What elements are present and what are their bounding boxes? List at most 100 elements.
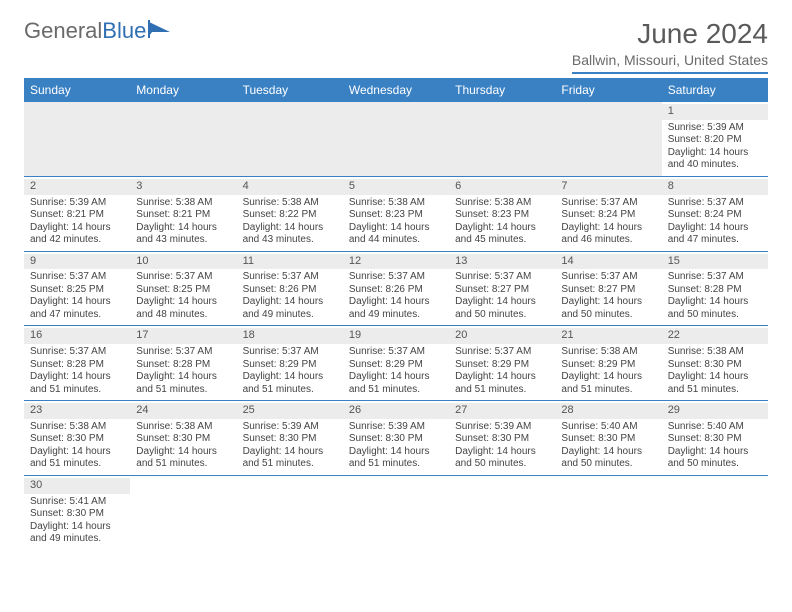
location-subtitle: Ballwin, Missouri, United States [572, 52, 768, 74]
calendar-day-cell: 5Sunrise: 5:38 AMSunset: 8:23 PMDaylight… [343, 176, 449, 251]
day-number: 4 [237, 179, 343, 195]
sunrise-text: Sunrise: 5:38 AM [668, 346, 762, 359]
day-number: 8 [662, 179, 768, 195]
daylight-text: and 51 minutes. [349, 384, 443, 397]
day-number: 23 [24, 403, 130, 419]
day-of-week-header: Sunday [24, 78, 130, 102]
sunset-text: Sunset: 8:28 PM [136, 359, 230, 372]
sunset-text: Sunset: 8:23 PM [455, 209, 549, 222]
calendar-day-cell: 12Sunrise: 5:37 AMSunset: 8:26 PMDayligh… [343, 251, 449, 326]
calendar-empty-cell [24, 102, 130, 176]
daylight-text: and 50 minutes. [561, 458, 655, 471]
sunrise-text: Sunrise: 5:37 AM [136, 271, 230, 284]
day-number: 27 [449, 403, 555, 419]
sunrise-text: Sunrise: 5:41 AM [30, 496, 124, 509]
daylight-text: Daylight: 14 hours [668, 147, 762, 160]
daylight-text: and 40 minutes. [668, 159, 762, 172]
calendar-day-cell: 20Sunrise: 5:37 AMSunset: 8:29 PMDayligh… [449, 326, 555, 401]
daylight-text: and 50 minutes. [455, 458, 549, 471]
daylight-text: Daylight: 14 hours [243, 296, 337, 309]
calendar-empty-cell [237, 102, 343, 176]
day-of-week-header: Wednesday [343, 78, 449, 102]
calendar-day-cell: 29Sunrise: 5:40 AMSunset: 8:30 PMDayligh… [662, 401, 768, 476]
daylight-text: Daylight: 14 hours [349, 296, 443, 309]
sunset-text: Sunset: 8:29 PM [455, 359, 549, 372]
day-number: 6 [449, 179, 555, 195]
day-of-week-header: Monday [130, 78, 236, 102]
sunset-text: Sunset: 8:30 PM [30, 433, 124, 446]
calendar-day-cell: 9Sunrise: 5:37 AMSunset: 8:25 PMDaylight… [24, 251, 130, 326]
daylight-text: and 50 minutes. [561, 309, 655, 322]
sunrise-text: Sunrise: 5:39 AM [243, 421, 337, 434]
title-block: June 2024 Ballwin, Missouri, United Stat… [572, 18, 768, 74]
sunset-text: Sunset: 8:28 PM [668, 284, 762, 297]
sunrise-text: Sunrise: 5:38 AM [136, 197, 230, 210]
sunrise-text: Sunrise: 5:37 AM [30, 271, 124, 284]
day-number: 12 [343, 254, 449, 270]
day-number: 21 [555, 328, 661, 344]
day-number: 26 [343, 403, 449, 419]
calendar-body: 1Sunrise: 5:39 AMSunset: 8:20 PMDaylight… [24, 102, 768, 550]
calendar-day-cell: 10Sunrise: 5:37 AMSunset: 8:25 PMDayligh… [130, 251, 236, 326]
daylight-text: Daylight: 14 hours [455, 296, 549, 309]
calendar-day-cell: 15Sunrise: 5:37 AMSunset: 8:28 PMDayligh… [662, 251, 768, 326]
day-number: 13 [449, 254, 555, 270]
daylight-text: Daylight: 14 hours [668, 296, 762, 309]
calendar-week-row: 9Sunrise: 5:37 AMSunset: 8:25 PMDaylight… [24, 251, 768, 326]
sunset-text: Sunset: 8:27 PM [561, 284, 655, 297]
daylight-text: Daylight: 14 hours [455, 222, 549, 235]
daylight-text: Daylight: 14 hours [349, 446, 443, 459]
daylight-text: Daylight: 14 hours [561, 296, 655, 309]
sunset-text: Sunset: 8:21 PM [136, 209, 230, 222]
daylight-text: Daylight: 14 hours [668, 371, 762, 384]
daylight-text: Daylight: 14 hours [30, 446, 124, 459]
daylight-text: Daylight: 14 hours [136, 446, 230, 459]
calendar-week-row: 16Sunrise: 5:37 AMSunset: 8:28 PMDayligh… [24, 326, 768, 401]
day-number: 10 [130, 254, 236, 270]
daylight-text: and 51 minutes. [30, 384, 124, 397]
calendar-empty-cell [555, 102, 661, 176]
daylight-text: and 49 minutes. [243, 309, 337, 322]
sunrise-text: Sunrise: 5:38 AM [349, 197, 443, 210]
day-number: 19 [343, 328, 449, 344]
sunrise-text: Sunrise: 5:37 AM [243, 346, 337, 359]
calendar-day-cell: 27Sunrise: 5:39 AMSunset: 8:30 PMDayligh… [449, 401, 555, 476]
calendar-day-cell: 21Sunrise: 5:38 AMSunset: 8:29 PMDayligh… [555, 326, 661, 401]
sunset-text: Sunset: 8:29 PM [243, 359, 337, 372]
calendar-day-cell: 30Sunrise: 5:41 AMSunset: 8:30 PMDayligh… [24, 475, 130, 549]
sunrise-text: Sunrise: 5:38 AM [561, 346, 655, 359]
day-number: 20 [449, 328, 555, 344]
calendar-day-cell: 13Sunrise: 5:37 AMSunset: 8:27 PMDayligh… [449, 251, 555, 326]
sunrise-text: Sunrise: 5:39 AM [668, 122, 762, 135]
calendar-day-cell: 16Sunrise: 5:37 AMSunset: 8:28 PMDayligh… [24, 326, 130, 401]
daylight-text: and 46 minutes. [561, 234, 655, 247]
sunset-text: Sunset: 8:30 PM [668, 359, 762, 372]
daylight-text: and 51 minutes. [136, 458, 230, 471]
sunrise-text: Sunrise: 5:40 AM [561, 421, 655, 434]
daylight-text: and 51 minutes. [349, 458, 443, 471]
daylight-text: Daylight: 14 hours [668, 222, 762, 235]
sunrise-text: Sunrise: 5:38 AM [243, 197, 337, 210]
day-number: 2 [24, 179, 130, 195]
calendar-empty-cell [130, 475, 236, 549]
calendar-day-cell: 14Sunrise: 5:37 AMSunset: 8:27 PMDayligh… [555, 251, 661, 326]
sunset-text: Sunset: 8:22 PM [243, 209, 337, 222]
sunrise-text: Sunrise: 5:38 AM [136, 421, 230, 434]
calendar-day-cell: 4Sunrise: 5:38 AMSunset: 8:22 PMDaylight… [237, 176, 343, 251]
daylight-text: Daylight: 14 hours [30, 296, 124, 309]
calendar-day-cell: 19Sunrise: 5:37 AMSunset: 8:29 PMDayligh… [343, 326, 449, 401]
day-number: 29 [662, 403, 768, 419]
calendar-empty-cell [449, 475, 555, 549]
day-number: 14 [555, 254, 661, 270]
day-number: 3 [130, 179, 236, 195]
day-number: 22 [662, 328, 768, 344]
calendar-day-cell: 28Sunrise: 5:40 AMSunset: 8:30 PMDayligh… [555, 401, 661, 476]
sunset-text: Sunset: 8:30 PM [30, 508, 124, 521]
daylight-text: Daylight: 14 hours [561, 446, 655, 459]
day-number: 18 [237, 328, 343, 344]
calendar-empty-cell [343, 475, 449, 549]
daylight-text: and 49 minutes. [349, 309, 443, 322]
daylight-text: Daylight: 14 hours [349, 222, 443, 235]
daylight-text: Daylight: 14 hours [561, 222, 655, 235]
daylight-text: and 51 minutes. [668, 384, 762, 397]
